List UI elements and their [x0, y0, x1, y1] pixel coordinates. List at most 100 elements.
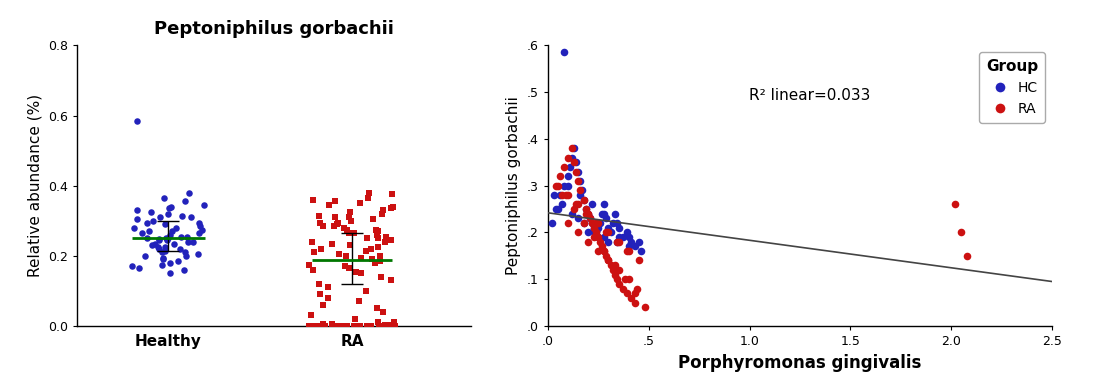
Point [561, 164, 579, 170]
Point [315, 302, 332, 308]
Point [158, 237, 175, 243]
Point [563, 145, 581, 151]
Point [582, 215, 600, 221]
Point [133, 230, 150, 236]
Point [302, 312, 320, 318]
Point [556, 164, 573, 170]
Point [383, 205, 400, 211]
Point [558, 192, 575, 198]
Point [317, 323, 334, 329]
Point [592, 239, 609, 245]
Point [597, 215, 615, 221]
Point [597, 229, 615, 235]
Point [311, 323, 329, 329]
Point [609, 267, 627, 273]
Point [357, 247, 375, 254]
Point [345, 230, 363, 236]
Point [578, 206, 595, 212]
Point [626, 299, 643, 305]
Point [172, 233, 190, 240]
Point [609, 234, 627, 240]
Point [580, 211, 597, 217]
Point [578, 211, 595, 217]
Point [311, 219, 329, 226]
Point [149, 244, 167, 250]
Point [125, 225, 142, 231]
Point [136, 253, 153, 259]
Point [175, 249, 193, 255]
Point [620, 234, 638, 240]
Point [300, 323, 318, 329]
Point [372, 258, 389, 264]
Point [190, 251, 207, 257]
Text: R² linear=0.033: R² linear=0.033 [750, 88, 871, 103]
Point [628, 285, 646, 291]
Point [329, 323, 346, 329]
Point [157, 221, 174, 227]
Point [373, 274, 390, 280]
Point [156, 195, 173, 201]
Point [604, 267, 621, 273]
Y-axis label: Peptoniphilus gorbachii: Peptoniphilus gorbachii [506, 96, 522, 275]
Point [383, 277, 400, 283]
Point [383, 323, 400, 329]
Point [167, 225, 184, 231]
Point [592, 220, 609, 226]
Point [158, 235, 175, 241]
Point [341, 209, 358, 215]
Point [173, 213, 191, 219]
Point [626, 290, 643, 296]
Point [575, 220, 593, 226]
Point [357, 323, 375, 329]
Point [139, 219, 157, 226]
Point [327, 199, 344, 205]
Point [571, 178, 589, 184]
Point [575, 197, 593, 203]
Point [304, 267, 321, 273]
Point [587, 229, 605, 235]
Point [151, 214, 169, 220]
Point [559, 183, 576, 189]
Point [590, 225, 607, 231]
Point [190, 219, 207, 226]
Point [594, 243, 612, 249]
Point [570, 215, 587, 221]
Point [315, 323, 332, 329]
Point [346, 316, 364, 322]
Point [563, 155, 581, 161]
Point [959, 253, 977, 259]
Point [311, 213, 329, 219]
Point [583, 201, 601, 207]
Point [138, 235, 156, 241]
Point [384, 191, 401, 197]
Point [580, 211, 597, 217]
Point [178, 233, 195, 240]
Point [352, 200, 369, 206]
Point [180, 190, 197, 196]
Point [952, 229, 970, 235]
Point [369, 228, 387, 234]
Point [170, 258, 187, 264]
Point [320, 202, 338, 208]
Point [583, 220, 601, 226]
Point [306, 249, 323, 255]
Point [575, 220, 593, 226]
Title: Peptoniphilus gorbachii: Peptoniphilus gorbachii [155, 20, 393, 38]
Point [175, 267, 193, 273]
Point [580, 239, 597, 245]
Point [947, 201, 964, 207]
Point [379, 322, 397, 328]
Point [128, 118, 146, 124]
Point [636, 304, 653, 310]
Point [385, 204, 402, 210]
Point [600, 257, 617, 263]
Point [144, 242, 161, 248]
Point [596, 234, 614, 240]
Point [590, 220, 607, 226]
Point [585, 225, 603, 231]
Point [387, 323, 404, 329]
Point [146, 241, 163, 247]
Point [313, 223, 331, 229]
Point [157, 244, 174, 250]
Point [606, 262, 624, 268]
